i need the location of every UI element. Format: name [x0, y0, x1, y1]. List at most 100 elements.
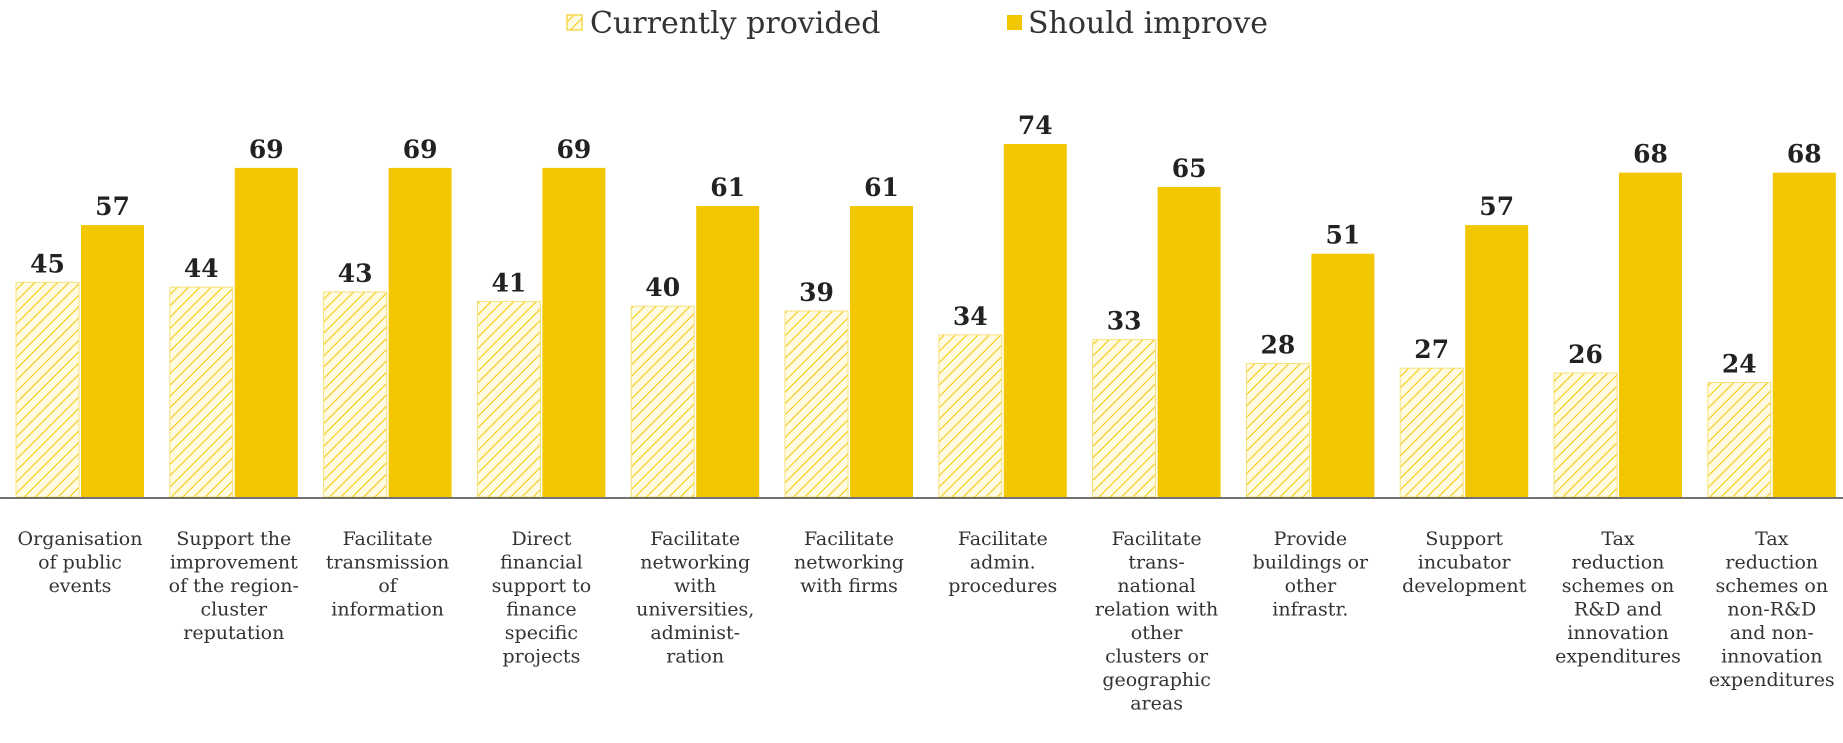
category-label-line: and non-	[1730, 622, 1814, 644]
value-label-currently-provided-3: 43	[338, 259, 373, 288]
category-label-line: schemes on	[1715, 575, 1828, 597]
bar-currently-provided-10	[1399, 367, 1464, 498]
value-label-currently-provided-4: 41	[492, 268, 527, 297]
value-label-currently-provided-10: 27	[1414, 335, 1449, 364]
category-label-6: Facilitate networking with firms	[794, 528, 904, 597]
bar-currently-provided-2	[169, 286, 234, 498]
category-label-line: finance	[506, 599, 576, 621]
category-label-line: Facilitate	[650, 528, 740, 550]
category-label-10: Support incubator development	[1402, 528, 1527, 597]
category-label-line: events	[49, 575, 112, 597]
category-label-line: of public	[38, 552, 122, 574]
category-label-1: Organisation of public events	[18, 528, 143, 597]
value-label-should-improve-3: 69	[403, 135, 438, 164]
value-label-currently-provided-9: 28	[1261, 330, 1296, 359]
bar-should-improve-9	[1311, 253, 1375, 497]
category-label-11: Tax reduction schemes on R&D and innovation e…	[1555, 528, 1681, 668]
bar-should-improve-6	[850, 206, 913, 497]
legend-label-should-improve: Should improve	[1028, 6, 1268, 41]
category-label-line: reputation	[183, 622, 284, 644]
category-label-9: Provide buildings or other infrastr.	[1253, 528, 1369, 621]
category-label-line: support to	[492, 575, 592, 597]
legend-swatch-should-improve	[1007, 15, 1022, 30]
category-label-line: areas	[1130, 693, 1183, 715]
value-label-should-improve-7: 74	[1018, 111, 1053, 140]
category-label-line: relation with	[1095, 599, 1218, 621]
category-label-line: innovation	[1567, 622, 1668, 644]
value-label-should-improve-5: 61	[710, 173, 745, 202]
category-label-line: national	[1117, 575, 1195, 597]
category-labels: Organisation of public events Support the im…	[18, 528, 1835, 715]
bar-currently-provided-11	[1553, 372, 1618, 498]
category-label-line: Direct	[511, 528, 571, 550]
category-label-line: improvement	[170, 552, 298, 574]
bar-currently-provided-1	[15, 281, 80, 498]
bar-should-improve-11	[1619, 172, 1682, 497]
value-label-currently-provided-12: 24	[1722, 350, 1757, 379]
value-label-should-improve-4: 69	[557, 135, 592, 164]
bar-should-improve-10	[1465, 225, 1529, 498]
value-label-currently-provided-8: 33	[1107, 307, 1142, 336]
bars: 45 57 44 69 43 69 41 69 40 61 39 61 34 74 33 65 28 51 27 57…	[15, 111, 1836, 498]
category-label-line: information	[331, 599, 444, 621]
category-label-line: procedures	[948, 575, 1057, 597]
value-label-should-improve-1: 57	[95, 192, 130, 221]
category-label-line: geographic	[1102, 669, 1211, 691]
category-label-line: schemes on	[1562, 575, 1675, 597]
legend-swatch-currently-provided	[566, 14, 583, 31]
category-label-7: Facilitate admin. procedures	[948, 528, 1057, 597]
category-label-2: Support the improvement of the region-clus…	[169, 528, 299, 644]
category-label-line: of	[378, 575, 398, 597]
category-label-line: networking	[640, 552, 750, 574]
category-label-line: trans-	[1128, 552, 1184, 574]
category-label-8: Facilitate trans-national relation with oth…	[1095, 528, 1218, 715]
category-label-line: universities,	[636, 599, 754, 621]
category-label-line: admin.	[970, 552, 1036, 574]
category-label-line: buildings or	[1253, 552, 1369, 574]
category-label-5: Facilitate networking with universities, adm…	[636, 528, 754, 668]
category-label-line: infrastr.	[1272, 599, 1348, 621]
value-label-should-improve-6: 61	[864, 173, 899, 202]
value-label-currently-provided-1: 45	[30, 249, 65, 278]
bar-should-improve-2	[234, 167, 298, 497]
category-label-line: development	[1402, 575, 1527, 597]
bar-currently-provided-9	[1245, 362, 1310, 498]
category-label-line: R&D and	[1574, 599, 1662, 621]
category-label-line: with firms	[800, 575, 898, 597]
value-label-should-improve-9: 51	[1326, 221, 1361, 250]
value-label-currently-provided-2: 44	[184, 254, 219, 283]
category-label-line: expenditures	[1709, 669, 1835, 691]
legend: Currently provided Should improve	[566, 6, 1268, 41]
value-label-should-improve-12: 68	[1787, 140, 1822, 169]
bar-should-improve-7	[1003, 144, 1067, 497]
category-label-line: projects	[502, 646, 580, 668]
category-label-line: with	[674, 575, 716, 597]
category-label-3: Facilitate transmission of information	[326, 528, 449, 621]
category-label-line: Facilitate	[343, 528, 433, 550]
category-label-line: expenditures	[1555, 646, 1681, 668]
bar-currently-provided-8	[1092, 339, 1157, 498]
category-label-12: Tax reduction schemes on non-R&D and non-inn…	[1709, 528, 1835, 691]
value-label-currently-provided-5: 40	[645, 273, 680, 302]
value-label-should-improve-11: 68	[1633, 140, 1668, 169]
category-label-line: Tax	[1601, 528, 1635, 550]
category-label-line: Organisation	[18, 528, 143, 550]
category-label-line: administ-	[650, 622, 740, 644]
bar-should-improve-5	[696, 206, 760, 497]
bar-currently-provided-3	[323, 291, 388, 498]
value-label-should-improve-10: 57	[1479, 192, 1514, 221]
category-label-line: other	[1285, 575, 1338, 597]
bar-currently-provided-6	[784, 310, 849, 498]
bar-currently-provided-4	[476, 300, 541, 498]
bar-should-improve-3	[388, 167, 452, 497]
category-label-line: of the region-	[169, 575, 299, 597]
bar-should-improve-8	[1157, 186, 1221, 497]
category-label-line: networking	[794, 552, 904, 574]
value-label-should-improve-8: 65	[1172, 154, 1207, 183]
category-label-line: ration	[666, 646, 724, 668]
category-label-line: clusters or	[1105, 646, 1209, 668]
category-label-line: reduction	[1725, 552, 1818, 574]
bar-should-improve-12	[1772, 172, 1836, 497]
category-label-line: Support the	[176, 528, 291, 550]
